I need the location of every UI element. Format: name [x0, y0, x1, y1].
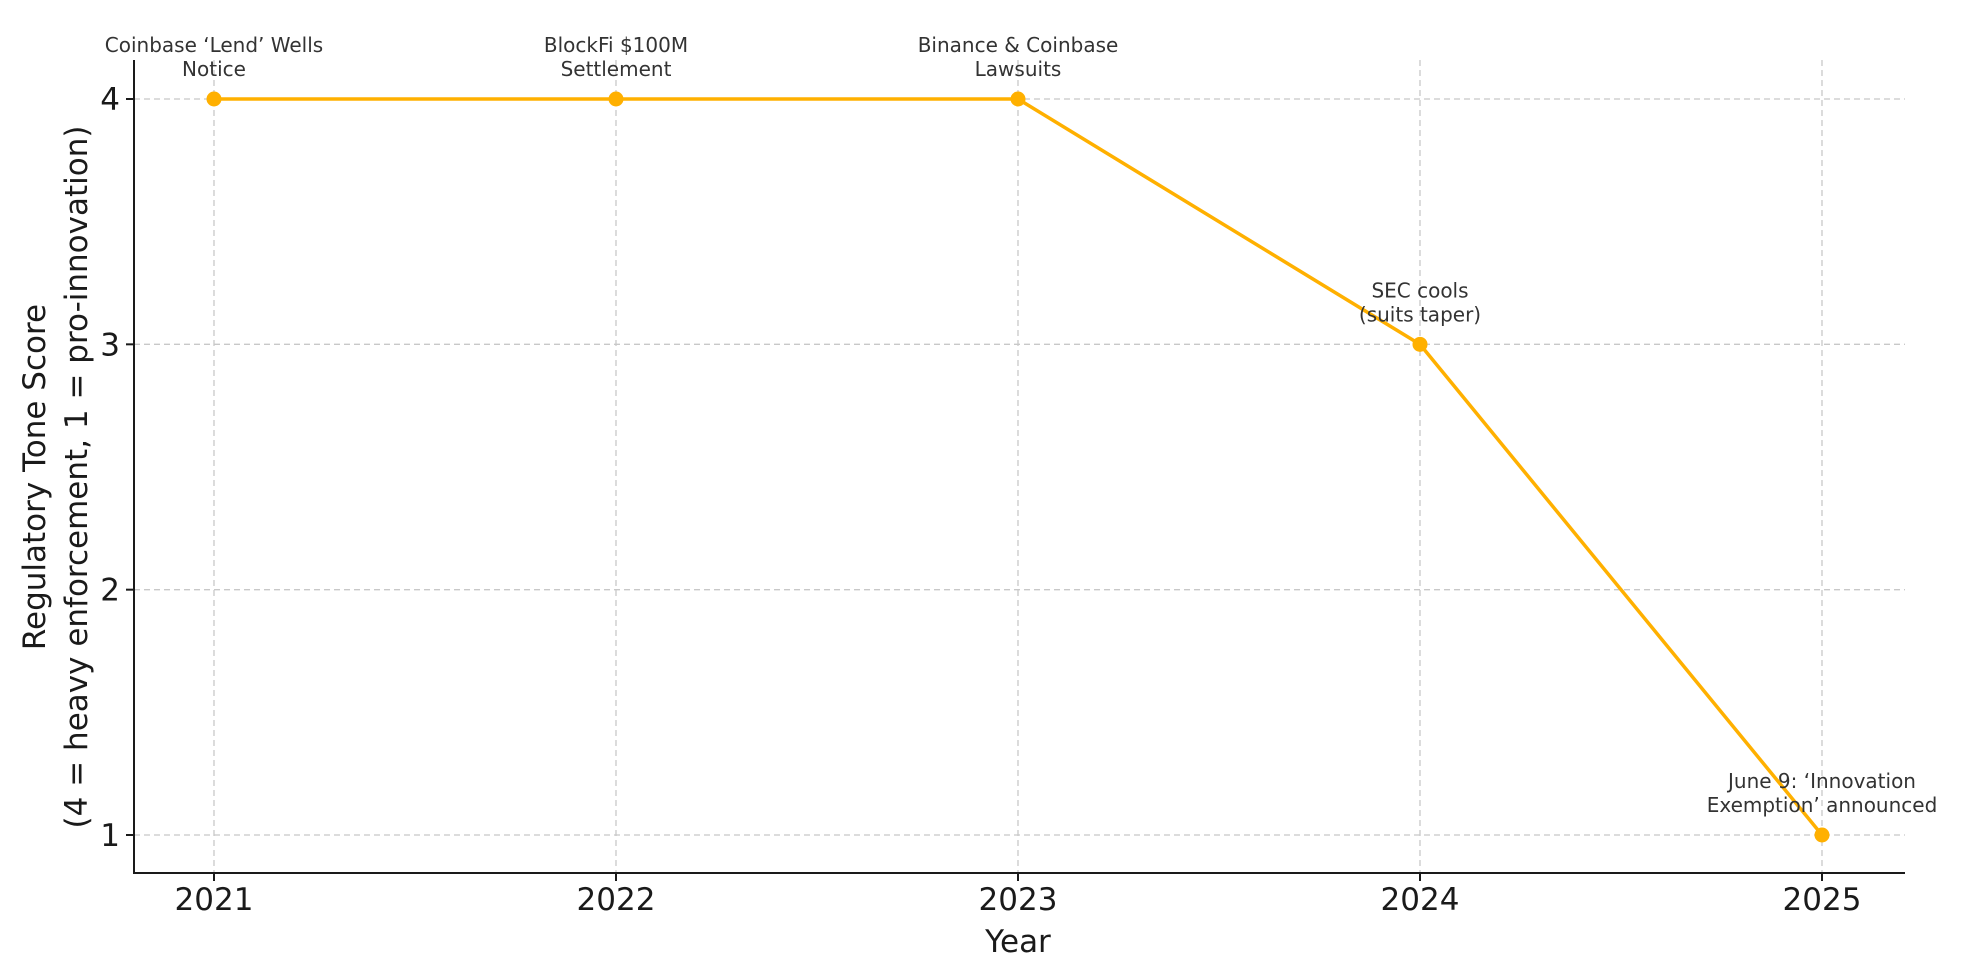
annotation-line: Binance & Coinbase: [918, 33, 1119, 57]
x-tick-label: 2022: [577, 882, 656, 918]
annotation-line: Notice: [182, 57, 246, 81]
data-point: [1010, 91, 1026, 107]
x-tick-label: 2023: [979, 882, 1058, 918]
series: [206, 91, 1830, 843]
annotation-line: Coinbase ‘Lend’ Wells: [105, 33, 323, 57]
x-tick-label: 2025: [1783, 882, 1862, 918]
y-axis-title-line-2: (4 = heavy enforcement, 1 = pro-innovati…: [59, 126, 95, 829]
y-axis-title-line-1: Regulatory Tone Score: [17, 304, 53, 650]
x-axis-title: Year: [984, 924, 1051, 960]
y-tick-label: 3: [100, 327, 120, 363]
y-tick-label: 4: [100, 82, 120, 118]
annotation-label: Binance & Coinbase Lawsuits: [918, 33, 1119, 81]
axes: [133, 60, 1905, 874]
y-ticks: 1 2 3 4: [100, 82, 134, 854]
x-ticks: 2021 2022 2023 2024 2025: [175, 873, 1862, 918]
annotation-label: Coinbase ‘Lend’ Wells Notice: [105, 33, 323, 81]
data-point: [1814, 827, 1830, 843]
annotation-line: Lawsuits: [975, 57, 1062, 81]
data-point: [608, 91, 624, 107]
data-point: [1412, 336, 1428, 352]
annotation-line: June 9: ‘Innovation: [1726, 769, 1916, 793]
annotation-label: June 9: ‘Innovation Exemption’ announced: [1707, 769, 1938, 817]
annotations: Coinbase ‘Lend’ Wells Notice BlockFi $100M…: [105, 33, 1938, 817]
data-point: [206, 91, 222, 107]
annotation-label: BlockFi $100M Settlement: [544, 33, 688, 81]
annotation-line: (suits taper): [1359, 302, 1481, 326]
annotation-line: SEC cools: [1371, 278, 1468, 302]
x-tick-label: 2021: [175, 882, 254, 918]
y-tick-label: 2: [100, 573, 120, 609]
annotation-line: BlockFi $100M: [544, 33, 688, 57]
y-tick-label: 1: [100, 818, 120, 854]
annotation-line: Exemption’ announced: [1707, 793, 1938, 817]
grid: [134, 60, 1905, 873]
x-tick-label: 2024: [1381, 882, 1460, 918]
annotation-label: SEC cools (suits taper): [1359, 278, 1481, 326]
annotation-line: Settlement: [561, 57, 672, 81]
